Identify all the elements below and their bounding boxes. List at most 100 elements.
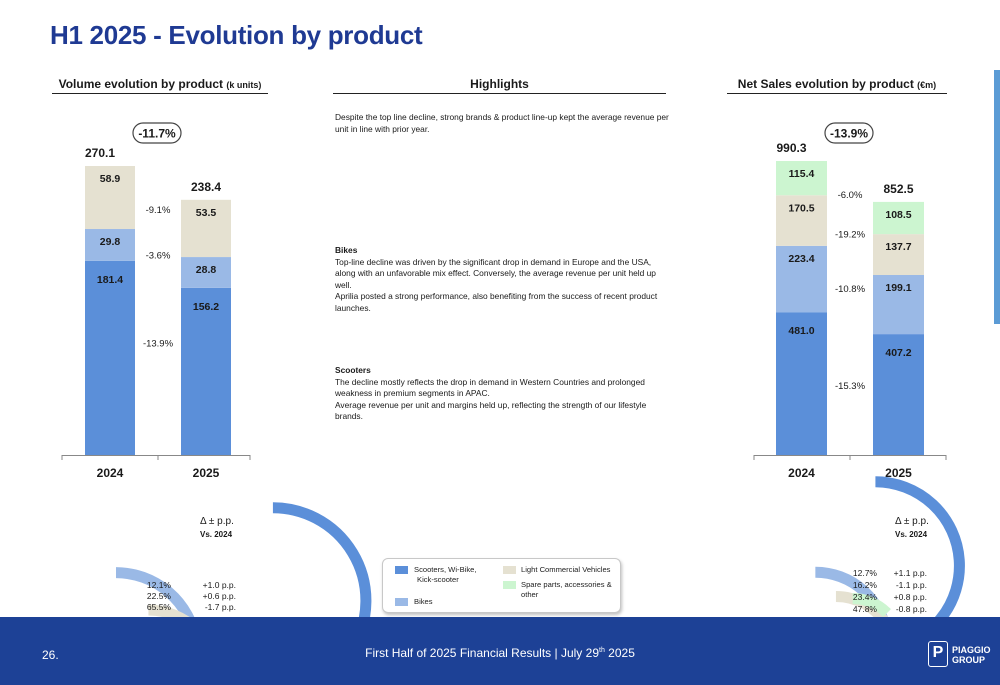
net-sales-mix-share-spare: 12.7% xyxy=(853,568,878,578)
volume-chart-title-text: Volume evolution by product xyxy=(58,77,224,91)
volume-bar-bikes-2025 xyxy=(181,257,231,288)
net-sales-total-change: -13.9% xyxy=(830,127,868,141)
volume-mix-arc-lcv xyxy=(148,604,190,617)
volume-mix-delta-bikes: +0.6 p.p. xyxy=(203,591,236,601)
bikes-paragraph-1: Top-line decline was driven by the signi… xyxy=(335,256,656,290)
legend-label-scooters: Scooters, Wi-Bike, Kick-scooter xyxy=(414,565,476,585)
volume-mix-delta-scooters: -1.7 p.p. xyxy=(205,602,236,612)
volume-total-2025: 238.4 xyxy=(191,180,221,194)
net-sales-total-change-bubble xyxy=(824,122,874,144)
accent-bar xyxy=(994,70,1000,324)
net-sales-bar-scooters-2024 xyxy=(776,312,827,455)
legend-scooters-line2: Kick-scooter xyxy=(417,575,459,584)
volume-mix-header-sub: Vs. 2024 xyxy=(200,530,233,539)
footer-sup: th xyxy=(599,647,605,654)
net-sales-change-lcv: -19.2% xyxy=(835,230,866,241)
volume-total-2024: 270.1 xyxy=(85,146,115,160)
volume-value-bikes-2024: 29.8 xyxy=(100,236,121,248)
highlights-scooters: Scooters The decline mostly reflects the… xyxy=(335,365,670,423)
bikes-heading: Bikes xyxy=(335,245,358,255)
net-sales-change-bikes: -10.8% xyxy=(835,284,866,295)
net-sales-mix-delta-spare: +1.1 p.p. xyxy=(894,568,927,578)
legend-spare-line1: Spare parts, accessories & xyxy=(521,580,612,589)
footer-text: First Half of 2025 Financial Results | J… xyxy=(300,646,700,660)
net-sales-value-bikes-2024: 223.4 xyxy=(788,253,814,265)
volume-mix-delta-lcv: +1.0 p.p. xyxy=(203,580,236,590)
net-sales-value-lcv-2025: 137.7 xyxy=(885,241,911,253)
logo-text: PIAGGIO GROUP xyxy=(952,645,991,665)
volume-bar-lcv-2025 xyxy=(181,199,231,258)
net-sales-value-spare-2024: 115.4 xyxy=(789,168,815,180)
slide-number: 26. xyxy=(42,648,59,662)
legend-label-spare: Spare parts, accessories & other xyxy=(521,580,612,600)
volume-mix-arc-bikes xyxy=(115,567,195,617)
volume-total-change: -11.7% xyxy=(138,127,176,141)
net-sales-mix-delta-scooters: -0.8 p.p. xyxy=(896,604,927,614)
product-legend: Scooters, Wi-Bike, Kick-scooter Bikes Li… xyxy=(382,558,621,613)
volume-chart-title: Volume evolution by product (k units) xyxy=(52,77,268,94)
net-sales-mix-share-lcv: 16.2% xyxy=(853,580,878,590)
net-sales-category-2024: 2024 xyxy=(788,466,815,480)
net-sales-bar-lcv-2024 xyxy=(776,195,827,246)
volume-change-scooters: -13.9% xyxy=(143,339,174,350)
volume-bar-scooters-2024 xyxy=(85,260,135,455)
net-sales-mix-header-sub: Vs. 2024 xyxy=(895,530,928,539)
volume-value-scooters-2024: 181.4 xyxy=(97,274,123,286)
net-sales-bar-bikes-2024 xyxy=(776,245,827,313)
volume-total-change-bubble xyxy=(132,122,182,144)
piaggio-logo-icon: P xyxy=(928,641,948,667)
volume-value-lcv-2024: 58.9 xyxy=(100,173,121,185)
highlights-title: Highlights xyxy=(333,77,666,94)
volume-value-bikes-2025: 28.8 xyxy=(196,264,217,276)
volume-value-scooters-2025: 156.2 xyxy=(193,301,219,313)
net-sales-mix-arc-spare xyxy=(852,593,891,617)
volume-mix-share-scooters: 65.5% xyxy=(147,602,172,612)
net-sales-mix-delta-bikes: +0.8 p.p. xyxy=(894,592,927,602)
net-sales-change-spare: -6.0% xyxy=(838,190,863,201)
scooters-paragraph-2: Average revenue per unit and margins hel… xyxy=(335,399,647,422)
scooters-heading: Scooters xyxy=(335,365,371,375)
legend-swatch-spare xyxy=(503,581,516,589)
footer-main: First Half of 2025 Financial Results | J… xyxy=(365,646,599,660)
net-sales-bar-lcv-2025 xyxy=(873,234,924,276)
net-sales-mix-arc-bikes xyxy=(815,566,888,617)
net-sales-mix-delta-lcv: -1.1 p.p. xyxy=(896,580,927,590)
volume-bar-chart: 181.4 29.8 58.9 270.1 2024 156.2 28.8 53.5 238.4… xyxy=(61,122,965,617)
logo-line2: GROUP xyxy=(952,655,986,665)
bikes-paragraph-2: Aprilia posted a strong performance, als… xyxy=(335,291,658,313)
highlights-bikes: Bikes Top-line decline was driven by the… xyxy=(335,245,670,315)
net-sales-bar-spare-2025 xyxy=(873,201,924,235)
net-sales-chart-title-text: Net Sales evolution by product xyxy=(737,77,914,91)
legend-swatch-bikes xyxy=(395,598,408,606)
volume-bar-scooters-2025 xyxy=(181,287,231,455)
net-sales-total-2025: 852.5 xyxy=(883,182,913,196)
volume-value-lcv-2025: 53.5 xyxy=(196,207,217,219)
scooters-paragraph-1: The decline mostly reflects the drop in … xyxy=(335,376,645,399)
volume-mix-arc-scooters xyxy=(272,502,372,617)
legend-spare-line2: other xyxy=(521,590,539,599)
net-sales-value-bikes-2025: 199.1 xyxy=(885,282,911,294)
volume-mix-share-lcv: 12.1% xyxy=(147,580,172,590)
net-sales-bar-scooters-2025 xyxy=(873,334,924,455)
net-sales-total-2024: 990.3 xyxy=(776,141,806,155)
volume-bar-lcv-2024 xyxy=(85,166,135,230)
net-sales-value-scooters-2024: 481.0 xyxy=(788,325,814,337)
net-sales-mix-arc-scooters xyxy=(875,476,965,617)
legend-swatch-scooters xyxy=(395,566,408,574)
net-sales-mix-header: Δ ± p.p. xyxy=(895,516,929,527)
legend-label-bikes: Bikes xyxy=(414,597,433,606)
net-sales-mix-share-bikes: 23.4% xyxy=(853,592,878,602)
volume-mix-share-bikes: 22.5% xyxy=(147,591,172,601)
volume-bar-bikes-2024 xyxy=(85,229,135,261)
volume-mix-header: Δ ± p.p. xyxy=(200,516,234,527)
net-sales-value-spare-2025: 108.5 xyxy=(885,209,911,221)
legend-label-lcv: Light Commercial Vehicles xyxy=(521,565,611,574)
net-sales-value-scooters-2025: 407.2 xyxy=(885,347,911,359)
net-sales-bar-bikes-2025 xyxy=(873,275,924,335)
logo-line1: PIAGGIO xyxy=(952,645,991,655)
volume-change-bikes: -3.6% xyxy=(146,251,171,262)
net-sales-category-2025: 2025 xyxy=(885,466,912,480)
page-title: H1 2025 - Evolution by product xyxy=(50,20,423,50)
volume-change-lcv: -9.1% xyxy=(146,205,171,216)
volume-category-2025: 2025 xyxy=(193,466,220,480)
